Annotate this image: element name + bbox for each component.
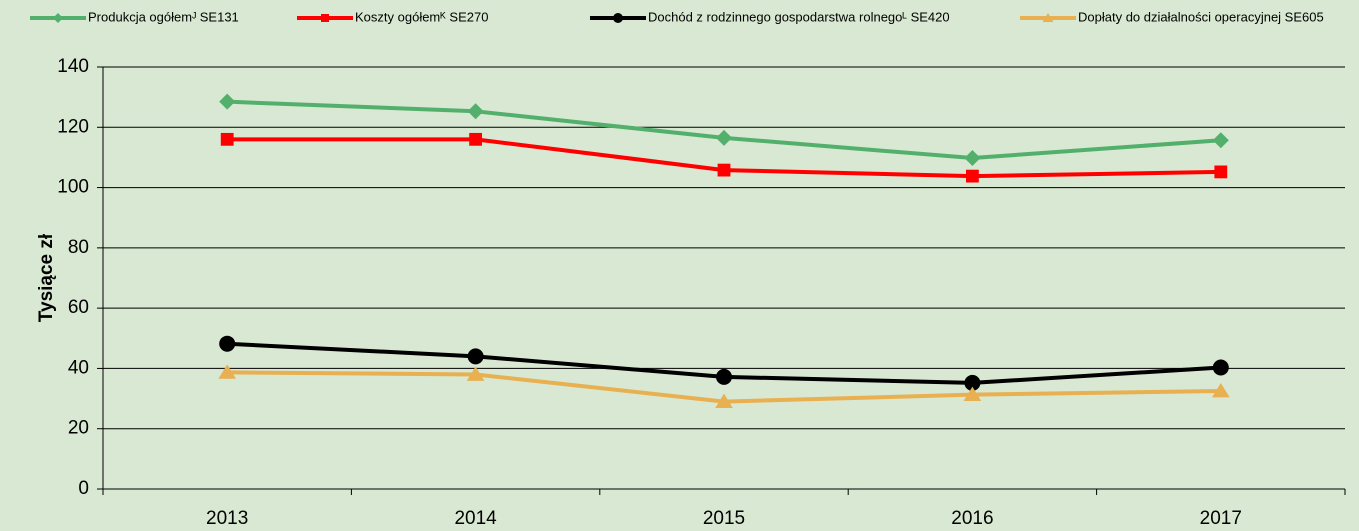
y-tick-label: 140	[57, 56, 89, 77]
data-point	[1212, 359, 1229, 376]
x-tick-label: 2016	[951, 508, 993, 529]
data-point	[1214, 165, 1228, 179]
x-tick-label: 2017	[1200, 508, 1242, 529]
data-point	[219, 335, 236, 352]
data-point	[467, 103, 484, 120]
data-point	[220, 132, 234, 146]
data-point	[963, 386, 982, 402]
data-point	[218, 364, 236, 379]
legend-marker	[321, 14, 329, 22]
data-point	[466, 366, 485, 381]
legend-marker	[53, 13, 63, 23]
data-point	[469, 132, 482, 146]
legend-label: Produkcja ogółemᴶ SE131	[88, 9, 239, 24]
data-point	[1212, 383, 1230, 398]
x-tick-label: 2013	[206, 508, 248, 529]
y-tick-label: 120	[57, 116, 89, 137]
x-tick-label: 2015	[703, 508, 745, 529]
y-tick-label: 80	[68, 237, 89, 258]
data-point	[717, 163, 731, 177]
y-tick-label: 0	[78, 478, 89, 499]
data-point	[1212, 132, 1229, 149]
data-point	[716, 129, 732, 146]
y-tick-label: 20	[68, 418, 89, 439]
legend-label: Dochód z rodzinnego gospodarstwa rolnego…	[648, 9, 950, 24]
legend-marker	[1042, 13, 1054, 22]
legend-label: Dopłaty do działalności operacyjnej SE60…	[1078, 9, 1324, 24]
y-tick-label: 40	[68, 357, 89, 378]
y-tick-label: 60	[68, 297, 89, 318]
x-tick-label: 2014	[454, 508, 497, 529]
y-axis-title: Tysiące zł	[36, 233, 57, 322]
y-tick-label: 100	[57, 177, 89, 198]
data-point	[964, 150, 981, 167]
data-point	[964, 374, 981, 391]
data-point	[966, 169, 979, 183]
legend-label: Koszty ogółemᴷ SE270	[355, 9, 488, 24]
legend-marker	[613, 13, 623, 23]
data-point	[715, 393, 733, 408]
data-point	[716, 368, 732, 385]
data-point	[219, 93, 236, 110]
data-point	[467, 348, 484, 365]
